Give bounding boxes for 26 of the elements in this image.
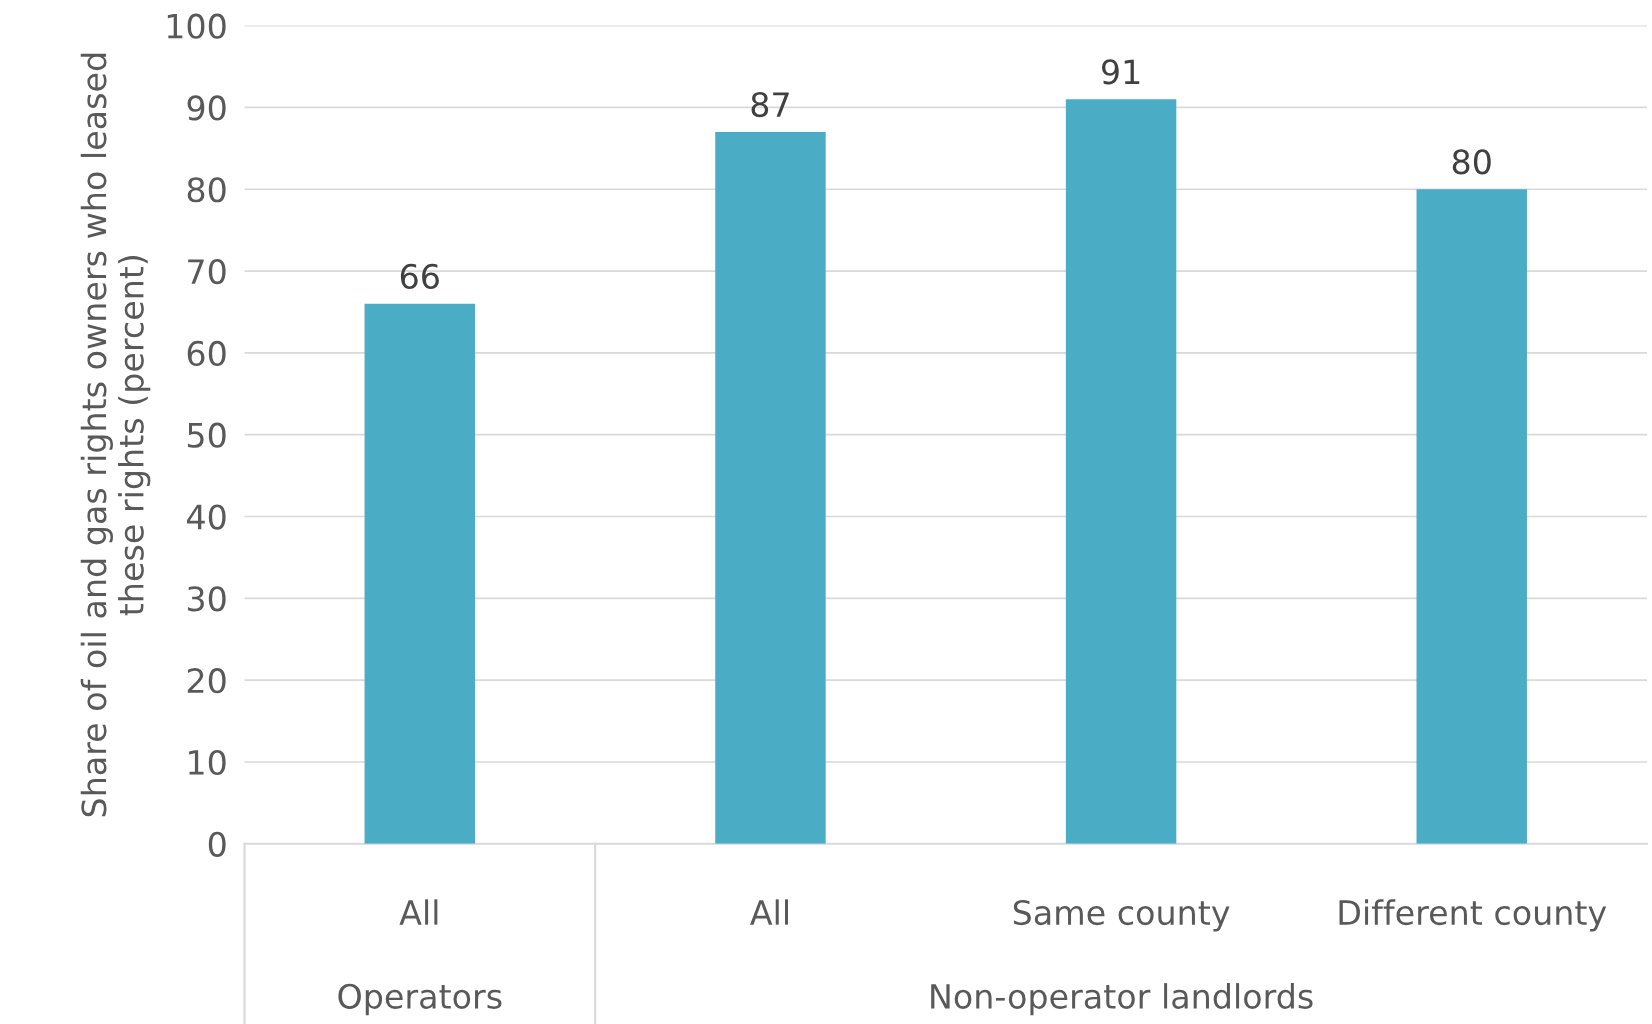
x-tick-label: All bbox=[399, 899, 438, 925]
bar bbox=[1416, 189, 1527, 844]
data-label: 80 bbox=[1452, 149, 1491, 175]
x-tick-label: Different county bbox=[1339, 899, 1607, 932]
y-tick-label: 20 bbox=[187, 668, 226, 694]
y-tick-label: 60 bbox=[187, 340, 226, 367]
x-tick-label: Same county bbox=[1013, 899, 1230, 932]
data-label: 66 bbox=[400, 263, 439, 289]
y-tick-label: 80 bbox=[187, 177, 226, 203]
x-tick-label: All bbox=[750, 899, 788, 925]
y-axis-title: Share of oil and gas rights owners who leased these rights (percent) bbox=[80, 53, 151, 817]
bar bbox=[364, 303, 476, 844]
y-tick-label: 30 bbox=[187, 586, 226, 612]
y-tick-label: 70 bbox=[188, 258, 226, 285]
text: Operators bbox=[338, 983, 502, 1016]
y-tick-label: 50 bbox=[187, 422, 226, 448]
y-tick-label: 10 bbox=[189, 749, 226, 776]
y-tick-label: 0 bbox=[208, 831, 226, 857]
y-tick-label: 100 bbox=[167, 13, 226, 39]
bar bbox=[1065, 99, 1177, 844]
y-tick-label: 40 bbox=[187, 504, 226, 530]
data-label: 87 bbox=[751, 91, 789, 118]
data-label: 91 bbox=[1101, 59, 1140, 85]
text: Non-operator landlords bbox=[931, 983, 1313, 1016]
bar bbox=[715, 131, 826, 844]
y-tick-label: 90 bbox=[187, 95, 226, 121]
